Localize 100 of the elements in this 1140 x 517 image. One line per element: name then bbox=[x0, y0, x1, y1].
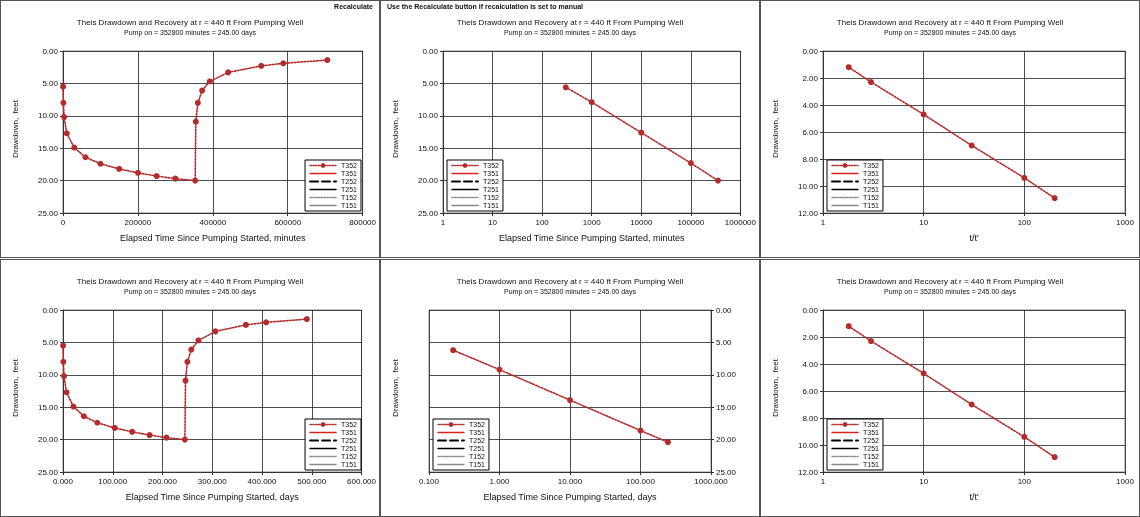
y-tick-label: 2.00 bbox=[802, 73, 819, 83]
y-tick-label: 12.00 bbox=[797, 467, 819, 477]
y-tick-label: 8.00 bbox=[802, 413, 819, 423]
point bbox=[263, 319, 270, 326]
y-tick-label: 20.00 bbox=[417, 176, 439, 186]
x-tick-label: 100.000 bbox=[98, 476, 128, 486]
point bbox=[280, 60, 287, 67]
point bbox=[192, 118, 199, 125]
y-tick-label: 2.00 bbox=[802, 332, 819, 342]
point bbox=[60, 358, 67, 365]
y2-tick-label: 0.00 bbox=[716, 305, 733, 315]
x-tick-label: 600000 bbox=[274, 217, 302, 227]
x-tick-label: 1000000 bbox=[724, 217, 757, 227]
x-tick-label: 100 bbox=[535, 217, 550, 227]
y-tick-label: 5.00 bbox=[42, 78, 59, 88]
point bbox=[111, 424, 118, 431]
x-tick-label: 100.000 bbox=[626, 476, 656, 486]
point bbox=[206, 78, 213, 85]
x-tick-label: 100 bbox=[1017, 217, 1032, 227]
y-tick-label: 6.00 bbox=[802, 386, 819, 396]
point bbox=[212, 328, 219, 335]
x-tick-label: 800000 bbox=[349, 217, 377, 227]
y-axis-title: Drawdown, feet bbox=[10, 99, 20, 158]
point bbox=[184, 358, 191, 365]
y-tick-label: 0.00 bbox=[42, 305, 59, 315]
y-tick-label: 25.00 bbox=[37, 467, 59, 477]
y-tick-label: 0.00 bbox=[42, 46, 59, 56]
x-tick-label: 1 bbox=[820, 476, 826, 486]
point bbox=[82, 154, 89, 161]
point bbox=[303, 316, 310, 323]
y-tick-label: 4.00 bbox=[802, 359, 819, 369]
y-tick-label: 0.00 bbox=[802, 46, 819, 56]
point bbox=[715, 177, 721, 184]
chart-title: Theis Drawdown and Recovery at r = 440 ft From Pumping Well bbox=[836, 276, 1064, 286]
y-axis-title: Drawdown, feet bbox=[390, 358, 400, 417]
y-tick-label: 10.00 bbox=[37, 111, 59, 121]
y-tick-label: 8.00 bbox=[802, 154, 819, 164]
point bbox=[94, 419, 101, 426]
point bbox=[562, 84, 569, 91]
point bbox=[225, 69, 232, 76]
y-tick-label: 10.00 bbox=[37, 370, 59, 380]
chart-title: Theis Drawdown and Recovery at r = 440 ft From Pumping Well bbox=[76, 276, 304, 286]
point bbox=[70, 403, 77, 410]
point bbox=[146, 432, 153, 439]
point bbox=[71, 144, 78, 151]
y-tick-label: 15.00 bbox=[417, 143, 439, 153]
point bbox=[324, 57, 331, 64]
x-axis-title: t/t' bbox=[969, 232, 979, 243]
x-tick-label: 10 bbox=[919, 217, 929, 227]
y2-tick-label: 5.00 bbox=[716, 337, 733, 347]
x-tick-label: 200000 bbox=[124, 217, 152, 227]
point bbox=[97, 160, 104, 167]
x-tick-label: 400000 bbox=[199, 217, 227, 227]
x-tick-label: 1000.000 bbox=[694, 476, 729, 486]
y-axis-title: Drawdown, feet bbox=[770, 358, 780, 417]
y2-tick-label: 10.00 bbox=[716, 370, 737, 380]
y-axis-title: Drawdown, feet bbox=[770, 99, 780, 158]
point bbox=[258, 62, 265, 69]
point bbox=[60, 83, 67, 90]
y-tick-label: 20.00 bbox=[37, 435, 59, 445]
x-tick-label: 400.000 bbox=[247, 476, 278, 486]
y-tick-label: 25.00 bbox=[417, 208, 439, 218]
x-tick-label: 200.000 bbox=[148, 476, 178, 486]
y-tick-label: 6.00 bbox=[802, 127, 819, 137]
point bbox=[63, 389, 70, 396]
point bbox=[172, 175, 179, 182]
y-tick-label: 0.00 bbox=[802, 305, 819, 315]
x-tick-label: 1000 bbox=[1116, 217, 1135, 227]
point bbox=[195, 337, 202, 344]
y-tick-label: 5.00 bbox=[42, 337, 59, 347]
point bbox=[61, 114, 68, 121]
y-tick-label: 4.00 bbox=[802, 100, 819, 110]
y-tick-label: 25.00 bbox=[37, 208, 59, 218]
y-axis-title: Drawdown, feet bbox=[390, 99, 400, 158]
x-tick-label: 600.000 bbox=[347, 476, 377, 486]
x-tick-label: 0.100 bbox=[418, 476, 440, 486]
y2-tick-label: 25.00 bbox=[716, 467, 737, 477]
x-axis-title: Elapsed Time Since Pumping Started, days bbox=[125, 491, 300, 502]
point bbox=[199, 87, 206, 94]
x-tick-label: 0.000 bbox=[52, 476, 74, 486]
chart-title: Theis Drawdown and Recovery at r = 440 ft From Pumping Well bbox=[456, 17, 684, 27]
y-tick-label: 15.00 bbox=[37, 143, 59, 153]
chart-title: Theis Drawdown and Recovery at r = 440 ft From Pumping Well bbox=[456, 276, 684, 286]
y2-tick-label: 20.00 bbox=[716, 435, 737, 445]
x-tick-label: 100000 bbox=[677, 217, 705, 227]
chart-title: Theis Drawdown and Recovery at r = 440 ft From Pumping Well bbox=[836, 17, 1064, 27]
y2-tick-label: 15.00 bbox=[716, 402, 737, 412]
y-tick-label: 5.00 bbox=[422, 78, 439, 88]
point bbox=[134, 169, 141, 176]
x-tick-label: 0 bbox=[60, 217, 66, 227]
x-tick-label: 10.000 bbox=[557, 476, 583, 486]
point bbox=[129, 428, 136, 435]
x-axis-title: Elapsed Time Since Pumping Started, days bbox=[483, 491, 658, 502]
x-axis-title: Elapsed Time Since Pumping Started, minutes bbox=[498, 232, 685, 243]
x-tick-label: 10000 bbox=[630, 217, 653, 227]
point bbox=[181, 436, 188, 443]
x-axis-title: t/t' bbox=[969, 491, 979, 502]
x-tick-label: 1 bbox=[820, 217, 826, 227]
y-axis-title: Drawdown, feet bbox=[10, 358, 20, 417]
x-tick-label: 10 bbox=[919, 476, 929, 486]
